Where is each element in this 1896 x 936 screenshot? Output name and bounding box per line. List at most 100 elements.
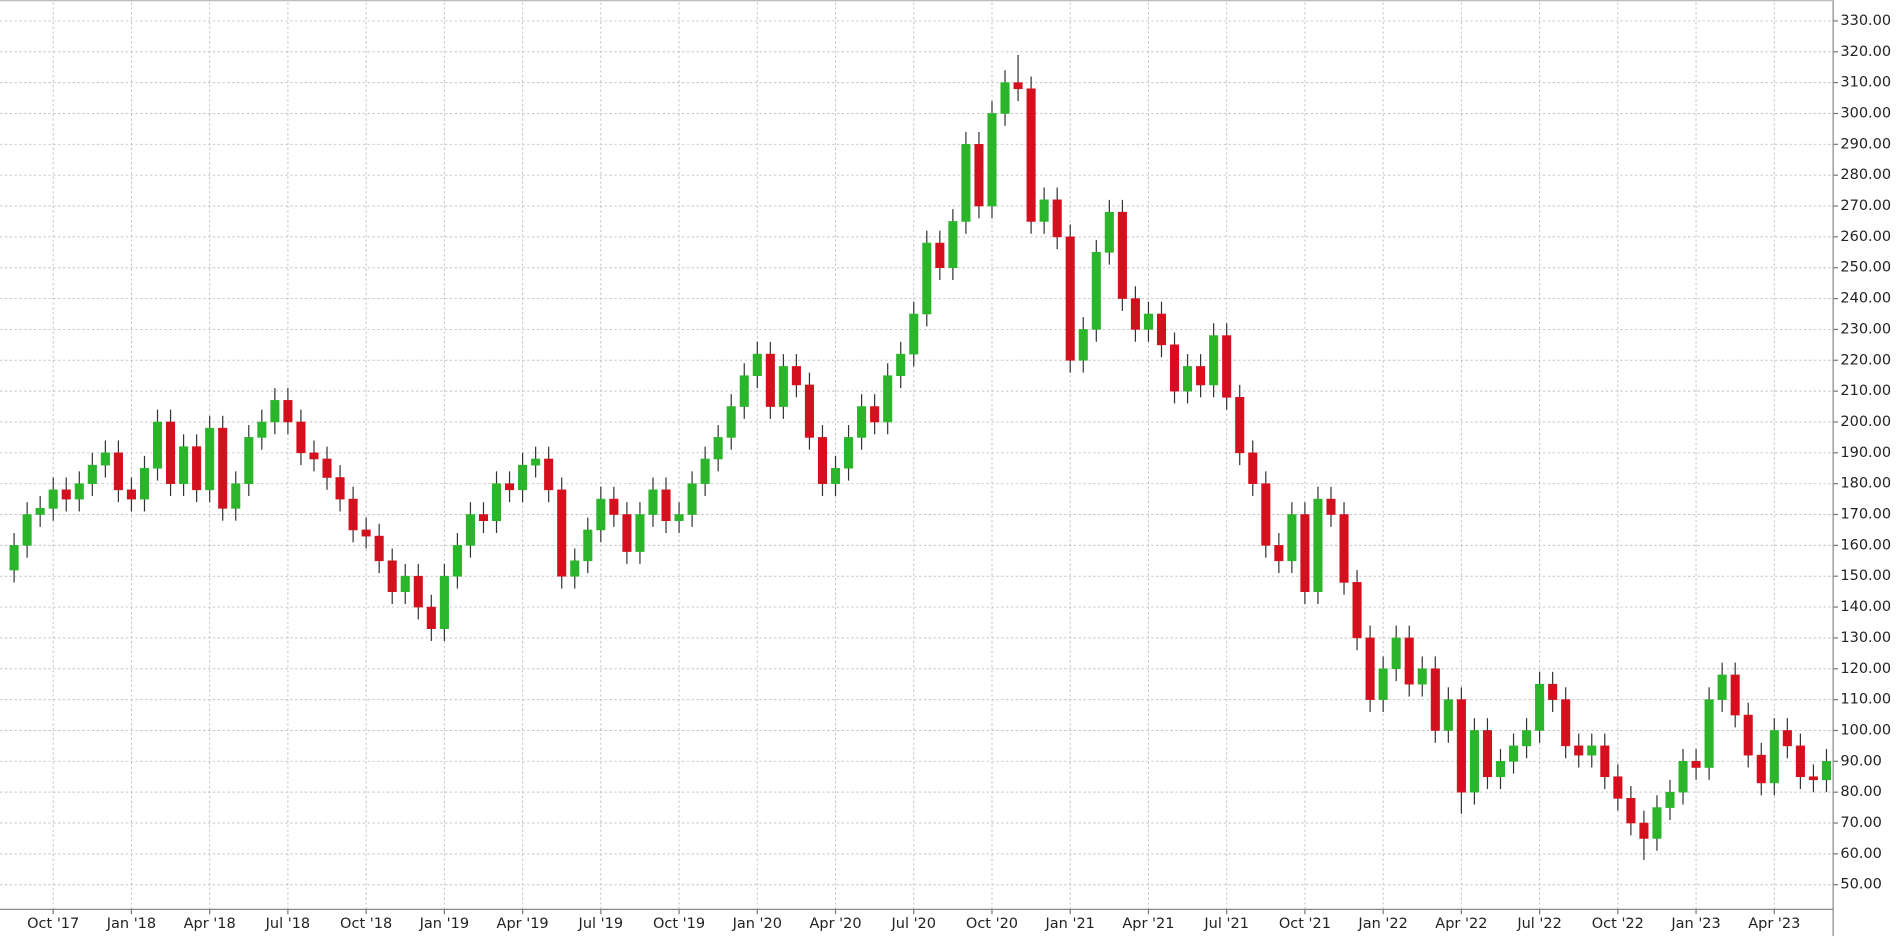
candle-body bbox=[791, 366, 801, 386]
candle-body bbox=[126, 489, 136, 500]
x-tick-label: Jul '18 bbox=[265, 916, 311, 932]
candle-body bbox=[635, 514, 645, 552]
y-tick-label: 200.00 bbox=[1840, 414, 1891, 430]
x-tick-label: Jan '22 bbox=[1357, 916, 1407, 932]
x-tick-label: Apr '20 bbox=[809, 916, 861, 932]
candle-body bbox=[1248, 452, 1258, 484]
candle-body bbox=[1717, 674, 1727, 700]
candle-body bbox=[1117, 211, 1127, 299]
candle-body bbox=[1065, 236, 1075, 361]
candle-body bbox=[713, 437, 723, 460]
candle-body bbox=[113, 452, 123, 491]
candle-body bbox=[1235, 396, 1245, 454]
candle-body bbox=[1704, 699, 1714, 768]
candle-body bbox=[583, 529, 593, 562]
y-tick-label: 300.00 bbox=[1840, 105, 1891, 121]
candle-body bbox=[922, 242, 932, 315]
candle-body bbox=[1143, 313, 1153, 330]
candle-body bbox=[1104, 211, 1114, 253]
candle-body bbox=[1391, 637, 1401, 670]
candle-body bbox=[765, 353, 775, 407]
candle-body bbox=[22, 514, 32, 546]
y-tick-label: 290.00 bbox=[1840, 136, 1891, 152]
candle-body bbox=[1313, 498, 1323, 592]
candle-body bbox=[400, 575, 410, 592]
candle-body bbox=[48, 489, 58, 509]
candle-body bbox=[1156, 313, 1167, 346]
candle-body bbox=[9, 545, 19, 571]
candle-body bbox=[1821, 761, 1831, 781]
x-tick-label: Apr '19 bbox=[497, 916, 549, 932]
candle-body bbox=[1169, 344, 1180, 392]
candle-body bbox=[961, 144, 971, 222]
candle-body bbox=[909, 313, 919, 355]
candle-body bbox=[817, 437, 828, 484]
candle-body bbox=[830, 467, 841, 484]
candle-body bbox=[192, 446, 202, 491]
candle-body bbox=[1769, 730, 1779, 784]
y-tick-label: 160.00 bbox=[1840, 537, 1891, 553]
candle-body bbox=[1222, 335, 1232, 398]
candle-body bbox=[1196, 366, 1206, 386]
candle-body bbox=[804, 384, 814, 438]
y-tick-label: 140.00 bbox=[1840, 599, 1891, 615]
candle-body bbox=[1430, 668, 1440, 731]
x-tick-label: Apr '21 bbox=[1122, 916, 1174, 932]
candle-body bbox=[1482, 730, 1492, 778]
candle-body bbox=[296, 421, 306, 454]
candle-body bbox=[1665, 791, 1675, 808]
candle-body bbox=[361, 529, 371, 537]
y-tick-label: 260.00 bbox=[1840, 229, 1891, 245]
candle-body bbox=[1469, 730, 1479, 793]
candle-body bbox=[857, 406, 867, 438]
x-tick-label: Jan '18 bbox=[106, 916, 156, 932]
y-tick-label: 180.00 bbox=[1840, 476, 1891, 492]
candle-body bbox=[609, 498, 619, 515]
candle-body bbox=[465, 514, 475, 546]
candle-body bbox=[1548, 683, 1558, 700]
candle-body bbox=[283, 400, 293, 423]
candle-body bbox=[35, 508, 45, 515]
candle-body bbox=[544, 458, 554, 491]
candle-body bbox=[257, 421, 267, 438]
candle-body bbox=[139, 467, 150, 500]
candle-body bbox=[179, 446, 189, 484]
candle-body bbox=[987, 113, 997, 207]
candle-body bbox=[948, 221, 958, 269]
candle-body bbox=[1522, 730, 1532, 747]
x-tick-label: Jan '19 bbox=[419, 916, 469, 932]
y-tick-label: 310.00 bbox=[1840, 75, 1891, 91]
candle-body bbox=[778, 366, 788, 407]
x-tick-label: Oct '21 bbox=[1279, 916, 1331, 932]
candle-body bbox=[1404, 637, 1414, 685]
candle-body bbox=[491, 483, 502, 521]
y-tick-label: 320.00 bbox=[1840, 44, 1891, 60]
candle-body bbox=[387, 560, 397, 592]
x-tick-label: Jul '21 bbox=[1203, 916, 1249, 932]
candle-body bbox=[687, 483, 697, 515]
candle-body bbox=[1691, 761, 1701, 768]
candle-body bbox=[674, 514, 684, 521]
x-tick-label: Oct '20 bbox=[966, 916, 1018, 932]
candle-body bbox=[218, 427, 228, 509]
candle-body bbox=[1026, 88, 1036, 222]
candle-body bbox=[1039, 199, 1049, 222]
candle-body bbox=[1561, 699, 1571, 747]
y-tick-label: 280.00 bbox=[1840, 167, 1891, 183]
candle-body bbox=[1091, 251, 1101, 330]
x-tick-label: Oct '22 bbox=[1592, 916, 1644, 932]
candle-body bbox=[1300, 514, 1310, 592]
y-tick-label: 100.00 bbox=[1840, 722, 1891, 738]
candle-body bbox=[505, 483, 515, 491]
candle-body bbox=[570, 560, 580, 577]
y-tick-label: 110.00 bbox=[1840, 692, 1891, 708]
candle-body bbox=[1743, 714, 1753, 756]
candle-body bbox=[1261, 483, 1271, 546]
candle-body bbox=[1795, 745, 1805, 778]
x-tick-label: Apr '18 bbox=[184, 916, 236, 932]
candle-body bbox=[557, 489, 567, 577]
candle-body bbox=[478, 514, 489, 521]
candle-body bbox=[883, 375, 893, 423]
